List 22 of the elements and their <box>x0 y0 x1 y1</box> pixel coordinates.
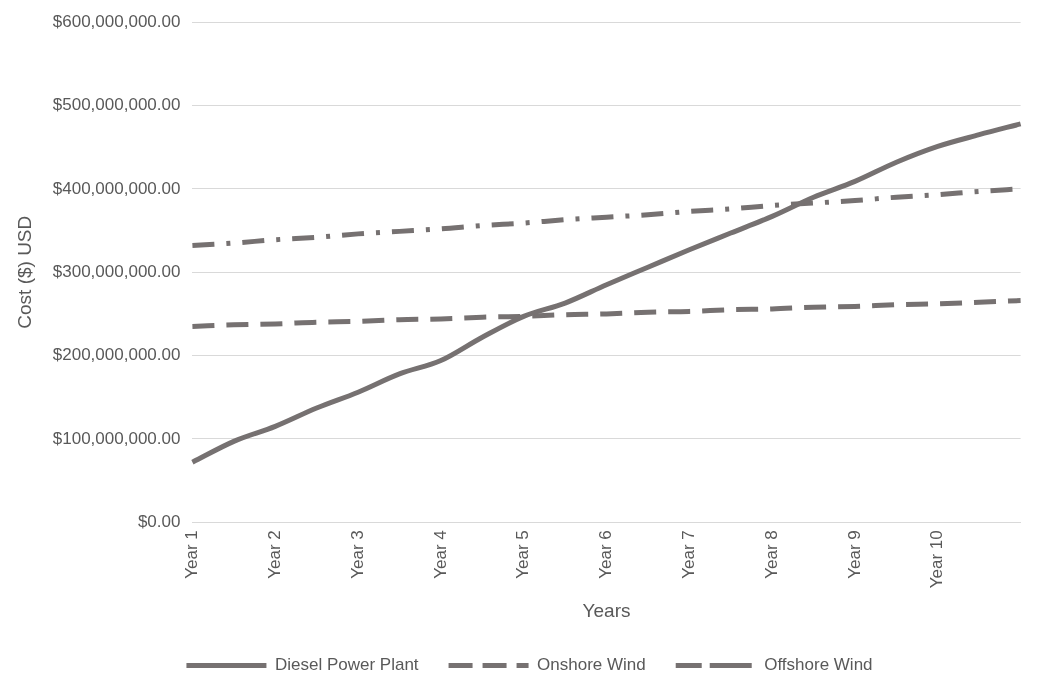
y-tick-label: $500,000,000.00 <box>52 95 181 115</box>
y-axis-title: Cost ($) USD <box>13 215 35 329</box>
x-tick-label: Year 5 <box>513 530 533 579</box>
y-tick-label: $200,000,000.00 <box>52 345 181 365</box>
x-axis-title: Years <box>582 599 631 621</box>
x-tick-label: Year 9 <box>844 530 864 579</box>
legend-label: Offshore Wind <box>764 655 873 675</box>
y-tick-label: $600,000,000.00 <box>52 11 181 31</box>
x-tick-label: Year 1 <box>182 530 202 579</box>
y-tick-label: $400,000,000.00 <box>52 178 181 198</box>
legend-label: Onshore Wind <box>537 655 646 675</box>
x-tick-label: Year 8 <box>761 530 781 579</box>
x-tick-label: Year 7 <box>679 530 699 579</box>
x-tick-label: Year 2 <box>264 530 284 579</box>
y-tick-label: $100,000,000.00 <box>52 428 181 448</box>
y-tick-label: $0.00 <box>137 511 181 531</box>
x-tick-label: Year 3 <box>347 530 367 579</box>
legend-label: Diesel Power Plant <box>274 655 419 675</box>
x-tick-label: Year 10 <box>927 530 947 589</box>
x-tick-label: Year 4 <box>430 530 450 579</box>
y-tick-label: $300,000,000.00 <box>52 261 181 281</box>
x-tick-label: Year 6 <box>596 530 616 579</box>
